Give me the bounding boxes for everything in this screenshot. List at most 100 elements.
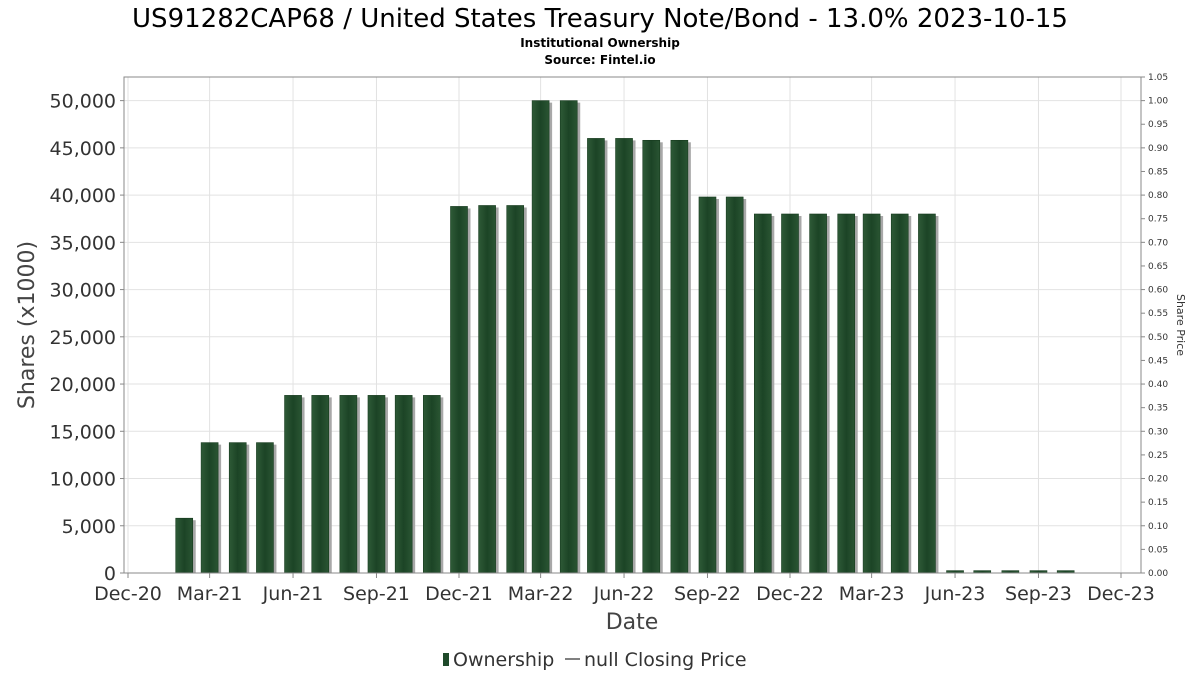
bar [531, 100, 553, 574]
bar [284, 395, 305, 574]
bar [670, 139, 691, 574]
bar-body [670, 139, 689, 574]
x-axis-ticks: Dec-20 Mar-21 Jun-21 Sep-21 Dec-21 Mar-22 Jun-… [94, 573, 1155, 605]
x-tick-label: Mar-23 [839, 583, 905, 605]
y-axis-title: Shares (x1000) [15, 241, 40, 409]
bar-body [422, 395, 441, 574]
bar [809, 213, 830, 574]
bar [367, 395, 388, 574]
bar-body [809, 213, 827, 574]
y2-tick-label: 0.50 [1148, 333, 1168, 343]
bar [450, 206, 471, 574]
bar [311, 395, 332, 574]
x-tick-label: Sep-21 [343, 583, 410, 605]
bar-body [284, 395, 302, 574]
bar [478, 205, 499, 574]
bar-body [781, 213, 799, 574]
y-tick-label: 40,000 [50, 185, 116, 207]
y-tick-label: 30,000 [50, 280, 116, 302]
bar-body [311, 395, 330, 574]
bar-body [175, 517, 194, 574]
bar-body [256, 442, 274, 574]
bar-body [531, 100, 550, 574]
bar-body [918, 213, 936, 574]
bar [837, 213, 858, 574]
bar-body [725, 196, 744, 574]
bar-body [615, 138, 633, 574]
y2-tick-label: 0.25 [1148, 451, 1168, 461]
y2-axis-ticks: 0.00 0.05 0.10 0.15 0.20 0.25 0.30 0.35 0.40 0.45… [1141, 73, 1168, 579]
x-tick-label: Mar-21 [177, 583, 243, 605]
x-tick-label: Dec-20 [94, 583, 162, 605]
x-tick-label: Jun-22 [593, 583, 655, 605]
plot-border [123, 76, 1142, 574]
y2-tick-label: 1.05 [1148, 73, 1168, 83]
bar-body [642, 139, 661, 574]
x-tick-label: Jun-21 [262, 583, 324, 605]
bar-body [837, 213, 856, 574]
bar-body [367, 395, 386, 574]
y2-tick-label: 1.00 [1148, 97, 1168, 107]
bar [862, 213, 884, 574]
bar-body [200, 442, 219, 574]
x-tick-label: Mar-22 [508, 583, 574, 605]
bar [422, 395, 444, 574]
x-tick-label: Sep-23 [1005, 583, 1072, 605]
bar-body [506, 205, 525, 574]
bar-body [228, 442, 247, 574]
y-tick-label: 10,000 [50, 469, 116, 491]
bar-body [890, 213, 909, 574]
bar [559, 100, 581, 574]
chart-title: US91282CAP68 / United States Treasury No… [132, 4, 1068, 34]
x-tick-label: Jun-23 [924, 583, 986, 605]
bar-body [698, 196, 717, 574]
bar-body [478, 205, 496, 574]
y2-tick-label: 0.30 [1148, 427, 1168, 437]
x-tick-label: Dec-22 [756, 583, 824, 605]
y2-tick-label: 0.45 [1148, 356, 1168, 366]
legend-swatch-ownership [443, 653, 449, 666]
y-tick-label: 45,000 [50, 138, 116, 160]
y2-tick-label: 0.95 [1148, 120, 1168, 130]
y2-tick-label: 0.80 [1148, 191, 1168, 201]
y2-tick-label: 0.85 [1148, 167, 1168, 177]
bar-body [862, 213, 881, 574]
y-tick-label: 25,000 [50, 327, 116, 349]
bar [698, 196, 719, 574]
bar [615, 138, 636, 574]
y2-tick-label: 0.05 [1148, 545, 1168, 555]
chart-source: Source: Fintel.io [544, 53, 655, 67]
bar-body [450, 206, 468, 574]
y2-tick-label: 0.10 [1148, 522, 1168, 532]
bar [394, 395, 416, 574]
bar [587, 138, 608, 574]
y2-tick-label: 0.40 [1148, 380, 1168, 390]
bar-body [753, 213, 772, 574]
bar-body [559, 100, 578, 574]
bar-body [394, 395, 413, 574]
y2-tick-label: 0.90 [1148, 144, 1168, 154]
y2-tick-label: 0.00 [1148, 569, 1168, 579]
y-tick-label: 50,000 [50, 91, 116, 113]
y-tick-label: 5,000 [62, 516, 116, 538]
bar [753, 213, 775, 574]
bar [781, 213, 802, 574]
bar-body [587, 138, 605, 574]
x-axis-title: Date [606, 610, 659, 635]
bar [256, 442, 277, 574]
y2-tick-label: 0.20 [1148, 475, 1168, 485]
legend-label-ownership: Ownership [453, 649, 554, 671]
bars [175, 100, 1078, 574]
y-tick-label: 35,000 [50, 232, 116, 254]
bar [890, 213, 912, 574]
y2-tick-label: 0.60 [1148, 286, 1168, 296]
y-tick-label: 20,000 [50, 374, 116, 396]
bar [725, 196, 747, 574]
x-tick-label: Sep-22 [674, 583, 741, 605]
bar [175, 517, 196, 574]
legend-label-closing-price: null Closing Price [584, 649, 747, 671]
x-tick-label: Dec-23 [1087, 583, 1155, 605]
bar [506, 205, 527, 574]
y2-tick-label: 0.55 [1148, 309, 1168, 319]
